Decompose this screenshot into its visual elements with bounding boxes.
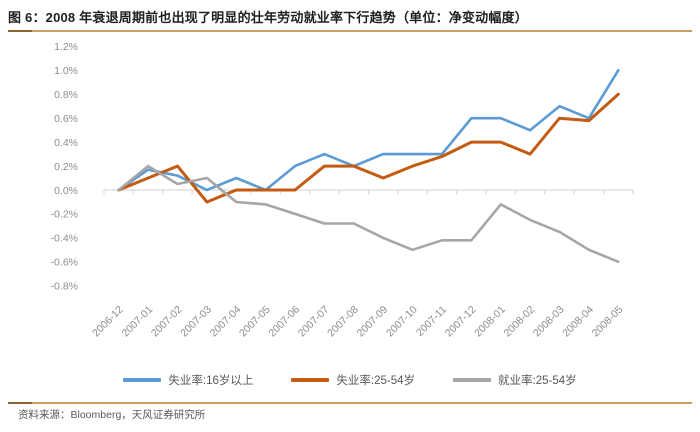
x-axis-tick-label: 2008-03 (531, 304, 567, 340)
legend-label: 失业率:16岁以上 (168, 375, 254, 387)
title-rule-accent (8, 30, 32, 32)
legend-item-employment-25-54: 就业率:25-54岁 (453, 372, 577, 388)
x-axis-tick-label: 2006-12 (90, 304, 126, 340)
y-axis-tick-label: 1.2% (54, 41, 78, 53)
series-line-unemployment-16plus (117, 69, 620, 192)
y-axis-tick-label: 0.0% (54, 185, 78, 197)
y-axis-tick-label: 1.0% (54, 65, 78, 77)
x-axis-tick-label: 2007-12 (443, 304, 479, 340)
y-axis-tick-label: 0.6% (54, 113, 78, 125)
x-axis-tick-label: 2008-01 (472, 304, 508, 340)
x-axis-tick-label: 2007-05 (237, 304, 273, 340)
legend-item-unemployment-25-54: 失业率:25-54岁 (291, 372, 415, 388)
footer-rule (8, 402, 692, 404)
x-axis-tick-label: 2007-02 (149, 304, 185, 340)
series-line-unemployment-25-54 (117, 92, 620, 204)
x-axis-tick-label: 2008-04 (560, 304, 596, 340)
legend-swatch-orange-line-icon (291, 378, 330, 382)
figure-title: 图 6：2008 年衰退周期前也出现了明显的壮年劳动就业率下行趋势（单位：净变动… (8, 10, 528, 25)
x-axis-tick-label: 2008-05 (590, 304, 626, 340)
y-axis-tick-label: 0.2% (54, 161, 78, 173)
y-axis-tick-label: -0.4% (51, 233, 78, 245)
legend-label: 失业率:25-54岁 (336, 375, 415, 387)
y-axis-tick-label: 0.8% (54, 89, 78, 101)
x-axis-tick-label: 2007-04 (208, 304, 244, 340)
legend-label: 就业率:25-54岁 (498, 375, 577, 387)
chart-legend: 失业率:16岁以上 失业率:25-54岁 就业率:25-54岁 (40, 369, 660, 391)
legend-swatch-blue-line-icon (123, 378, 162, 382)
legend-item-unemployment-16plus: 失业率:16岁以上 (123, 372, 253, 388)
y-axis-tick-label: -0.8% (51, 281, 78, 293)
x-axis-tick-label: 2007-06 (266, 304, 302, 340)
x-axis-tick-label: 2008-02 (502, 304, 538, 340)
y-axis-tick-label: 0.4% (54, 137, 78, 149)
x-axis-tick-label: 2007-08 (325, 304, 361, 340)
series-line-employment-25-54 (117, 164, 620, 264)
x-axis-tick-label: 2007-03 (178, 304, 214, 340)
footer-rule-accent (8, 402, 32, 404)
y-axis-tick-label: -0.2% (51, 209, 78, 221)
x-axis-tick-label: 2007-11 (414, 304, 449, 339)
legend-swatch-gray-line-icon (453, 378, 491, 382)
x-axis-tick-label: 2007-07 (296, 304, 332, 340)
x-axis-tick-label: 2007-09 (355, 304, 391, 340)
y-axis-tick-label: -0.6% (51, 257, 78, 269)
x-axis-tick-label: 2007-01 (119, 304, 155, 340)
source-note: 资料来源：Bloomberg，天风证券研究所 (18, 409, 206, 421)
title-rule (8, 30, 692, 32)
x-axis-tick-label: 2007-10 (384, 304, 420, 340)
